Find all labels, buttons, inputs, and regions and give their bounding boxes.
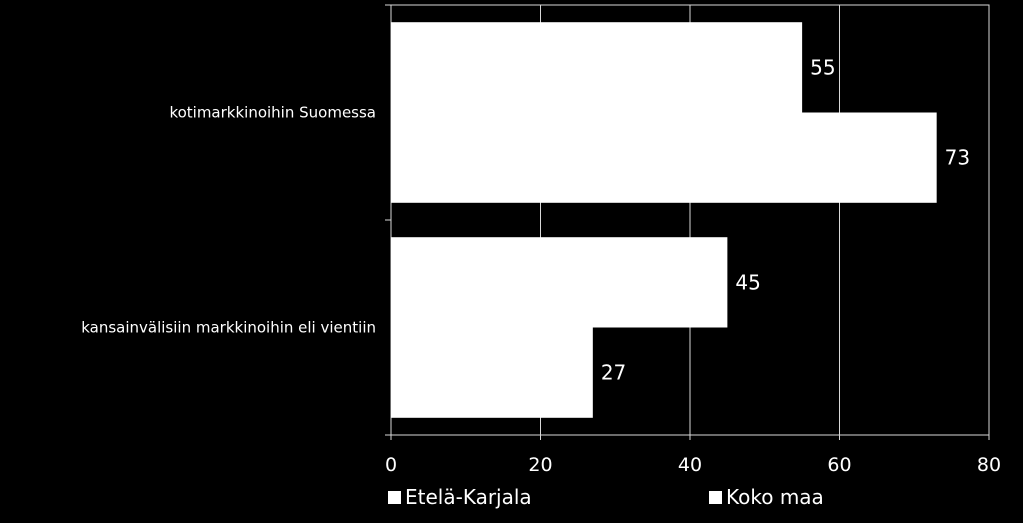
bar-1-1 <box>391 327 593 418</box>
data-label-0-0: 55 <box>810 55 835 79</box>
category-label-1: kansainvälisiin markkinoihin eli vientii… <box>81 319 376 337</box>
bar-1-0 <box>391 237 728 328</box>
bar-0-1 <box>391 112 937 203</box>
legend-item-koko-maa: Koko maa <box>709 485 824 509</box>
x-tick-label-40: 40 <box>678 454 702 476</box>
data-label-1-0: 45 <box>735 270 760 294</box>
legend-item-etela-karjala: Etelä-Karjala <box>388 485 532 509</box>
x-tick-label-0: 0 <box>385 454 397 476</box>
x-tick-label-20: 20 <box>528 454 552 476</box>
legend-label-koko-maa: Koko maa <box>726 485 824 509</box>
legend-swatch-etela-karjala <box>388 490 401 504</box>
data-label-0-1: 73 <box>945 146 970 170</box>
data-label-1-1: 27 <box>601 361 626 385</box>
legend-swatch-koko-maa <box>709 490 722 504</box>
x-tick-label-80: 80 <box>977 454 1001 476</box>
legend: Etelä-Karjala Koko maa <box>0 485 1023 513</box>
bar-0-0 <box>391 22 803 113</box>
x-tick-label-60: 60 <box>827 454 851 476</box>
legend-label-etela-karjala: Etelä-Karjala <box>405 485 532 509</box>
category-label-0: kotimarkkinoihin Suomessa <box>169 104 376 122</box>
